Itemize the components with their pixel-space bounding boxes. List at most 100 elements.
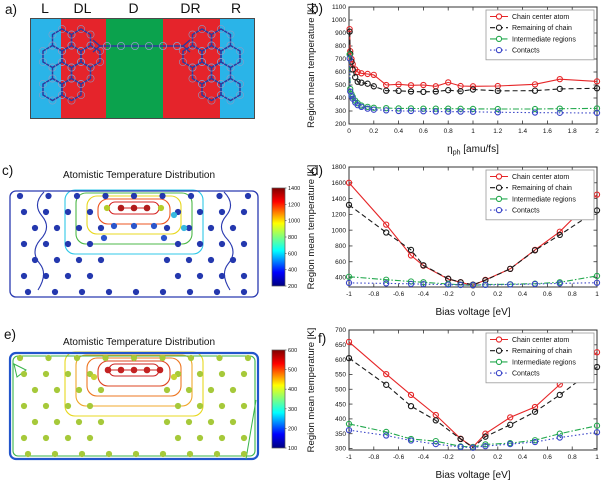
y-tick-label: 1000 bbox=[332, 17, 347, 24]
carbon-atom bbox=[236, 80, 244, 88]
atom bbox=[180, 224, 188, 232]
carbon-atom bbox=[48, 63, 57, 72]
data-point bbox=[556, 391, 563, 399]
x-tick-label: 0.2 bbox=[369, 128, 378, 135]
y-tick-label: 400 bbox=[335, 275, 346, 282]
atom bbox=[163, 386, 171, 394]
data-point bbox=[420, 281, 427, 288]
data-point bbox=[457, 88, 464, 95]
y-tick-label: 400 bbox=[335, 95, 346, 102]
data-point bbox=[358, 70, 365, 77]
legend-marker bbox=[495, 347, 503, 354]
panel-a-label: a) bbox=[5, 2, 18, 17]
carbon-atom bbox=[77, 80, 85, 88]
carbon-atom bbox=[58, 91, 66, 99]
carbon-atom bbox=[58, 25, 66, 33]
atom bbox=[64, 272, 72, 280]
data-point bbox=[370, 106, 377, 113]
carbon-atom bbox=[67, 74, 76, 83]
atom bbox=[78, 450, 86, 458]
data-point bbox=[383, 229, 390, 236]
legend-label: Contacts bbox=[512, 208, 540, 215]
data-point bbox=[445, 87, 452, 94]
legend-label: Chain center atom bbox=[512, 337, 569, 344]
data-point bbox=[347, 50, 354, 57]
atom bbox=[20, 370, 28, 378]
legend-label: Remaining of chain bbox=[512, 185, 572, 192]
x-tick-label: 0.6 bbox=[543, 454, 552, 461]
x-tick-label: -0.6 bbox=[393, 291, 405, 298]
data-point bbox=[407, 82, 415, 89]
atom bbox=[185, 256, 193, 264]
data-point bbox=[531, 438, 539, 446]
atom bbox=[42, 434, 50, 442]
legend-label: Intermediate regions bbox=[512, 196, 576, 203]
x-tick-label: 1 bbox=[595, 454, 599, 461]
atom bbox=[229, 418, 237, 426]
atom bbox=[185, 386, 193, 394]
legend-marker bbox=[495, 46, 503, 54]
atom bbox=[207, 386, 215, 394]
atom bbox=[187, 354, 195, 362]
atom bbox=[240, 272, 248, 280]
region-DL bbox=[61, 19, 106, 118]
data-point bbox=[494, 109, 501, 116]
atom bbox=[51, 450, 59, 458]
y-axis-label: Region mean temperature [K] bbox=[306, 328, 317, 453]
x-tick-label: -1 bbox=[346, 291, 352, 298]
molecular-junction-schematic: L DL D DR R bbox=[0, 0, 290, 135]
colorbar bbox=[271, 349, 286, 449]
atom bbox=[75, 224, 83, 232]
data-point bbox=[507, 265, 514, 272]
data-point bbox=[383, 432, 390, 439]
y-tick-label: 300 bbox=[335, 446, 346, 453]
panel-c-title: Atomistic Temperature Distribution bbox=[62, 170, 216, 181]
chain-atom bbox=[130, 42, 139, 51]
data-point bbox=[370, 104, 377, 111]
data-point bbox=[469, 105, 477, 113]
carbon-atom bbox=[217, 91, 225, 99]
x-axis-label: ηph [amu/fs] bbox=[447, 144, 499, 157]
panel-e-title: Atomistic Temperature Distribution bbox=[62, 337, 216, 348]
carbon-atom bbox=[179, 47, 187, 55]
x-tick-label: -0.4 bbox=[418, 291, 430, 298]
carbon-atom bbox=[58, 58, 66, 66]
x-tick-label: 0 bbox=[471, 291, 475, 298]
carbon-atom bbox=[67, 63, 76, 72]
carbon-atom bbox=[48, 41, 57, 50]
colorbar-tick-label: 400 bbox=[288, 268, 297, 274]
x-tick-label: 1.6 bbox=[543, 128, 552, 135]
chain-atom bbox=[103, 42, 112, 51]
data-point bbox=[345, 179, 353, 186]
region-label-DR: DR bbox=[180, 0, 201, 16]
data-point bbox=[407, 107, 415, 115]
atom bbox=[42, 272, 50, 280]
data-point bbox=[507, 281, 514, 288]
atom bbox=[196, 370, 204, 378]
data-point bbox=[407, 437, 415, 444]
x-tick-label: 1.8 bbox=[568, 128, 577, 135]
region-label-D: D bbox=[128, 0, 139, 16]
hot-atom bbox=[143, 366, 151, 374]
atom bbox=[31, 418, 39, 426]
data-point bbox=[354, 78, 361, 85]
colorbar-tick-label: 600 bbox=[288, 251, 297, 257]
atom bbox=[196, 208, 204, 216]
data-point bbox=[482, 281, 489, 289]
data-point bbox=[593, 207, 601, 214]
atom bbox=[216, 192, 223, 200]
x-tick-label: 2 bbox=[595, 128, 599, 135]
legend-marker bbox=[495, 195, 503, 203]
atom bbox=[24, 450, 32, 458]
x-tick-label: 0.4 bbox=[518, 291, 527, 298]
y-tick-label: 1800 bbox=[332, 164, 347, 171]
x-tick-label: 1.2 bbox=[493, 128, 502, 135]
data-point bbox=[445, 281, 452, 288]
x-tick-label: 0.8 bbox=[444, 128, 453, 135]
atom bbox=[75, 418, 83, 426]
atom bbox=[130, 222, 138, 230]
data-point bbox=[383, 381, 390, 388]
atom bbox=[42, 370, 50, 378]
atom bbox=[240, 434, 248, 442]
colorbar-tick-label: 500 bbox=[288, 368, 297, 374]
